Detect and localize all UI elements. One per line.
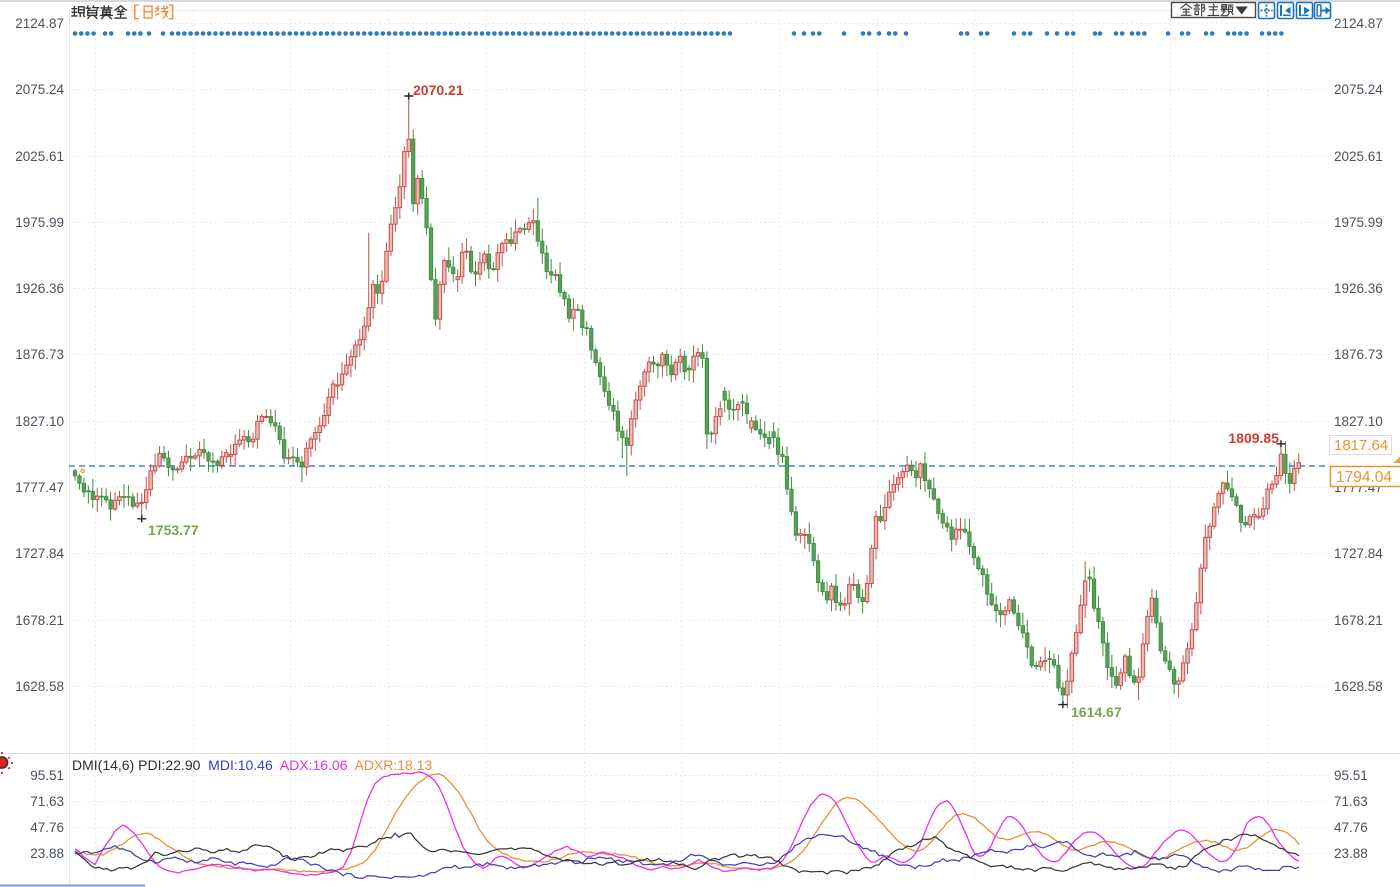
svg-text:1926.36: 1926.36	[15, 281, 64, 296]
svg-text:2025.61: 2025.61	[1334, 149, 1383, 164]
svg-text:1794.04: 1794.04	[1336, 469, 1392, 486]
svg-text:1876.73: 1876.73	[15, 347, 64, 362]
svg-text:47.76: 47.76	[1334, 820, 1368, 835]
svg-text:1975.99: 1975.99	[1334, 215, 1383, 230]
svg-text:1678.21: 1678.21	[15, 613, 64, 628]
svg-text:2075.24: 2075.24	[15, 82, 64, 97]
svg-text:1628.58: 1628.58	[15, 679, 64, 694]
svg-text:23.88: 23.88	[1334, 846, 1368, 861]
svg-text:1628.58: 1628.58	[1334, 679, 1383, 694]
svg-text:1926.36: 1926.36	[1334, 281, 1383, 296]
svg-text:1817.64: 1817.64	[1334, 437, 1388, 454]
svg-text:1975.99: 1975.99	[15, 215, 64, 230]
svg-text:95.51: 95.51	[1334, 768, 1368, 783]
svg-text:1777.47: 1777.47	[15, 480, 64, 495]
svg-text:71.63: 71.63	[30, 794, 64, 809]
svg-text:DMI(14,6) PDI:22.90 MDI:10.46: DMI(14,6) PDI:22.90 MDI:10.46 ADX:16.06 …	[72, 757, 433, 773]
svg-text:95.51: 95.51	[30, 768, 64, 783]
svg-text:23.88: 23.88	[30, 846, 64, 861]
svg-text:2070.21: 2070.21	[413, 82, 464, 98]
svg-text:2025.61: 2025.61	[15, 149, 64, 164]
svg-text:47.76: 47.76	[30, 820, 64, 835]
svg-text:1827.10: 1827.10	[15, 414, 64, 429]
svg-text:1827.10: 1827.10	[1334, 414, 1383, 429]
svg-text:2124.87: 2124.87	[15, 16, 64, 31]
svg-text:1678.21: 1678.21	[1334, 613, 1383, 628]
svg-text:71.63: 71.63	[1334, 794, 1368, 809]
svg-text:1753.77: 1753.77	[148, 522, 199, 538]
svg-text:1876.73: 1876.73	[1334, 347, 1383, 362]
svg-text:1809.85: 1809.85	[1228, 430, 1279, 446]
svg-text:1614.67: 1614.67	[1071, 704, 1122, 720]
svg-text:1727.84: 1727.84	[15, 546, 64, 561]
svg-text:2075.24: 2075.24	[1334, 82, 1383, 97]
svg-text:1727.84: 1727.84	[1334, 546, 1383, 561]
svg-text:2124.87: 2124.87	[1334, 16, 1383, 31]
